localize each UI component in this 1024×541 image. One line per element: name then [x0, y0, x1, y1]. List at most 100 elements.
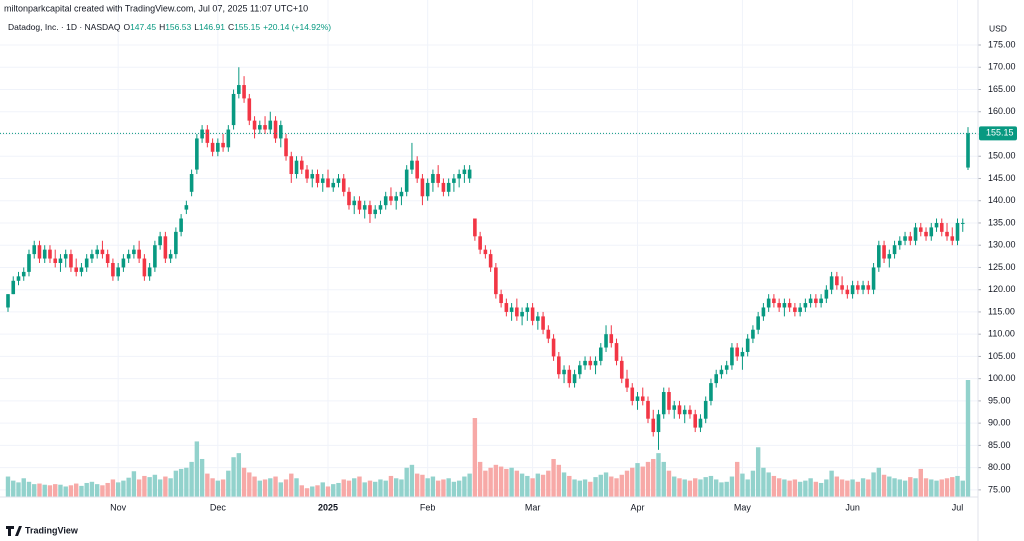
volume-bar [483, 470, 488, 497]
volume-bar [640, 466, 645, 497]
candle-body [929, 227, 934, 237]
volume-bar [918, 468, 923, 497]
candle-body [918, 227, 923, 232]
volume-bar [236, 453, 242, 497]
candle-body [326, 178, 330, 188]
y-tick-label: 105.00 [988, 351, 1016, 361]
candle-body [158, 236, 162, 246]
candle-body [399, 191, 404, 197]
x-tick-label: Feb [420, 502, 436, 512]
y-tick-label: 140.00 [988, 195, 1016, 205]
volume-bar [367, 480, 373, 497]
candle-layer [0, 67, 978, 450]
candle-body [21, 271, 26, 277]
volume-bar [163, 476, 168, 497]
candle-body [525, 307, 530, 312]
candle-body [604, 334, 608, 348]
candle-body [583, 360, 587, 366]
y-tick-label: 165.00 [988, 84, 1016, 94]
candle-body [373, 209, 378, 215]
candle-body [331, 182, 336, 188]
candle-body [116, 267, 120, 277]
candle-body [656, 414, 661, 433]
volume-bar [593, 477, 598, 497]
candle-body [79, 267, 84, 272]
volume-bar [79, 485, 84, 497]
volume-bar [189, 461, 194, 497]
volume-bar [745, 479, 750, 497]
volume-bar [283, 479, 289, 497]
candle-body [908, 236, 913, 241]
volume-layer [5, 380, 971, 497]
candle-body [48, 249, 52, 259]
last-price-label: 155.15 [986, 128, 1014, 138]
candle-body [960, 222, 965, 224]
candle-body [567, 369, 572, 384]
y-tick-label: 150.00 [988, 151, 1016, 161]
candle-body [473, 218, 477, 237]
candle-body [787, 303, 792, 308]
candle-body [252, 120, 257, 130]
volume-bar [315, 485, 320, 497]
volume-bar [944, 478, 950, 497]
candle-body [672, 405, 677, 410]
legend-item: Datadog, Inc. · 1D · NASDAQ [8, 22, 121, 32]
volume-bar [729, 476, 735, 497]
candle-body [913, 227, 918, 241]
volume-bar [792, 479, 798, 497]
volume-bar [477, 461, 483, 497]
candle-body [258, 125, 262, 130]
volume-bar [131, 471, 137, 497]
tradingview-logo: TradingView [6, 525, 79, 536]
candle-body [247, 98, 252, 121]
candle-body [761, 307, 766, 317]
volume-bar [965, 380, 971, 497]
candle-body [32, 245, 37, 255]
volume-bar [677, 478, 682, 497]
volume-bar [887, 476, 892, 497]
candle-body [205, 129, 210, 143]
volume-bar [582, 479, 588, 497]
candle-body [284, 138, 288, 157]
volume-bar [572, 479, 577, 497]
volume-bar [63, 486, 68, 497]
volume-bar [892, 478, 897, 497]
candle-body [578, 365, 582, 375]
candle-body [174, 231, 178, 255]
volume-bar [850, 479, 855, 497]
header-text: miltonparkcapital created with TradingVi… [4, 3, 308, 13]
y-tick-label: 90.00 [988, 418, 1011, 428]
volume-bar [672, 476, 677, 497]
candle-body [273, 120, 278, 139]
volume-bar [268, 478, 273, 497]
legend-item: 156.53 [165, 22, 191, 32]
candle-body [551, 338, 556, 357]
y-tick-label: 75.00 [988, 484, 1011, 494]
candle-body [195, 138, 199, 170]
volume-bar [409, 464, 415, 497]
volume-bar [881, 474, 887, 497]
y-tick-label: 115.00 [988, 306, 1015, 316]
volume-bar [467, 473, 472, 497]
candle-body [593, 360, 598, 366]
volume-bar [514, 470, 520, 497]
volume-bar [567, 475, 572, 497]
candle-body [278, 125, 283, 139]
x-tick-label: Apr [631, 502, 645, 512]
candle-body [189, 174, 194, 192]
y-tick-label: 110.00 [988, 329, 1015, 339]
y-tick-label: 85.00 [988, 440, 1011, 450]
volume-bar [834, 476, 840, 497]
volume-bar [609, 476, 614, 497]
volume-bar [430, 476, 436, 497]
volume-bar [42, 484, 47, 497]
volume-bar [493, 464, 499, 497]
volume-bar [241, 467, 247, 497]
candle-body [263, 125, 267, 130]
volume-bar [624, 470, 630, 497]
candle-body [404, 169, 409, 192]
volume-bar [388, 475, 394, 497]
volume-bar [462, 476, 467, 497]
candle-body [819, 298, 823, 304]
